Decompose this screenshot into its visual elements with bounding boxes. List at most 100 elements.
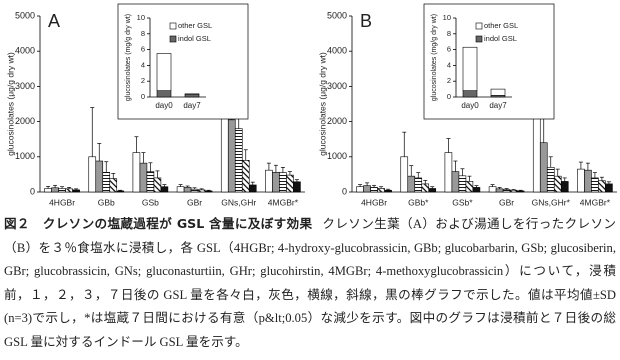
error-bar: [518, 189, 523, 191]
y-tick-label: 1000: [15, 151, 35, 161]
bar: [495, 188, 504, 193]
legend-label: indol GSL: [484, 34, 517, 43]
y-tick-label: 6: [141, 45, 145, 54]
error-bar: [243, 149, 248, 161]
bar: [248, 184, 257, 193]
bar-segment: [462, 90, 478, 98]
error-bar: [416, 172, 421, 178]
bar: [241, 160, 250, 193]
y-tick-label: 2: [141, 76, 145, 85]
legend-swatch: [169, 35, 177, 43]
error-bar: [141, 152, 146, 164]
bar: [502, 189, 511, 193]
error-bar: [97, 143, 102, 162]
y-tick-label: 8: [447, 29, 451, 38]
x-tick-label: GBr: [499, 197, 514, 207]
y-axis-label: glucosinolates (mg/g dry wt): [125, 14, 132, 101]
error-bar: [294, 179, 299, 182]
error-bar: [511, 189, 516, 191]
bar: [584, 169, 592, 193]
y-tick-label: 5000: [327, 10, 347, 20]
error-bar: [372, 184, 377, 188]
bar-segment: [156, 90, 172, 98]
error-bar: [358, 184, 363, 187]
bar: [190, 188, 199, 193]
bar: [88, 156, 97, 193]
error-bar: [585, 162, 590, 171]
x-tick-label: day0: [155, 101, 173, 110]
bar: [109, 178, 118, 193]
y-tick-label: 1000: [327, 151, 347, 161]
error-bar: [555, 168, 560, 177]
bar: [488, 186, 497, 193]
bar: [421, 183, 430, 193]
error-bar: [490, 184, 495, 187]
panel-label: A: [48, 11, 60, 31]
error-bar: [266, 162, 271, 171]
error-bar: [423, 180, 428, 184]
error-bar: [60, 186, 65, 189]
x-tick-label: day7: [183, 101, 201, 110]
bar: [377, 188, 385, 193]
bar: [605, 183, 613, 193]
y-tick-label: 3000: [15, 81, 35, 91]
error-bar: [46, 186, 51, 189]
error-bar: [592, 172, 597, 178]
inset-frame: [423, 3, 555, 120]
x-tick-label: 4HGBr: [361, 197, 387, 207]
error-bar: [599, 176, 604, 181]
x-tick-label: day0: [461, 101, 479, 110]
error-bar: [162, 184, 167, 187]
y-tick-label: 4000: [15, 46, 35, 56]
bar: [146, 171, 155, 193]
bar: [116, 190, 125, 193]
bar-segment: [184, 93, 200, 95]
bar: [58, 188, 66, 193]
legend-label: other GSL: [178, 21, 212, 30]
x-tick-label: GNs,GHr: [221, 197, 256, 207]
error-bar: [111, 172, 116, 179]
bar-segment: [462, 46, 478, 91]
bar: [407, 175, 416, 193]
inset-frame: [117, 3, 249, 120]
y-axis-label: glucosinolates (μg/g dry wt): [5, 52, 15, 156]
y-axis-label: glucosinolates (μg/g dry wt): [317, 52, 327, 156]
error-bar: [74, 188, 79, 190]
legend-label: other GSL: [484, 21, 518, 30]
bar: [95, 160, 104, 193]
error-bar: [118, 189, 123, 191]
bar: [356, 186, 364, 193]
y-tick-label: 0: [447, 92, 451, 101]
bar: [577, 168, 585, 193]
bar: [265, 169, 273, 193]
bar: [160, 186, 169, 193]
y-tick-label: 2: [447, 76, 451, 85]
caption-title: 図２ クレソンの塩蔵過程が GSL 含量に及ぼす効果: [4, 216, 313, 231]
error-bar: [430, 186, 435, 189]
y-tick-label: 2000: [15, 116, 35, 126]
bar: [539, 142, 548, 193]
bar: [51, 187, 59, 193]
bar: [293, 181, 301, 193]
caption-body: クレソン生葉（A）および湯通しを行ったクレソン（B）を３％食塩水に浸積し，各 G…: [4, 217, 616, 349]
bar: [458, 175, 467, 193]
legend-swatch: [475, 22, 483, 30]
x-tick-label: GBb*: [408, 197, 429, 207]
bar: [72, 189, 80, 193]
bar-segment: [490, 88, 506, 96]
y-tick-label: 8: [141, 29, 145, 38]
error-bar: [104, 161, 109, 173]
error-bar: [460, 168, 465, 176]
bar-segment: [156, 53, 172, 91]
legend-label: indol GSL: [178, 34, 211, 43]
x-tick-label: GSb*: [452, 197, 473, 207]
bar: [546, 167, 555, 193]
error-bar: [185, 185, 190, 188]
bar: [227, 119, 236, 193]
error-bar: [606, 181, 611, 184]
bar: [591, 177, 599, 193]
x-tick-label: 4MGBr*: [580, 197, 611, 207]
legend-swatch: [475, 35, 483, 43]
y-tick-label: 6: [447, 45, 451, 54]
bar-segment: [184, 94, 200, 98]
